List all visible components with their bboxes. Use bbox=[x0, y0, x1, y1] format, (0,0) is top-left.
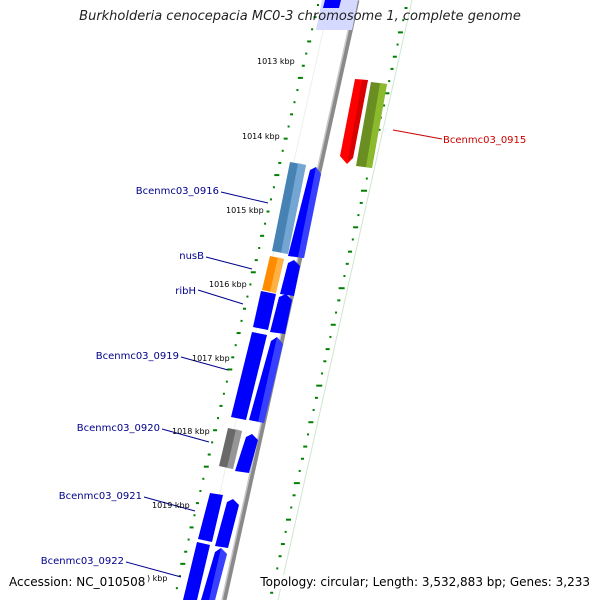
olive-feature-highlight bbox=[366, 83, 387, 168]
gray-feature-highlight bbox=[227, 429, 242, 469]
cds-0916-highlight bbox=[298, 167, 321, 258]
cds-0921-b bbox=[215, 499, 239, 548]
gene-label-0915[interactable]: Bcenmc03_0915 bbox=[443, 135, 526, 146]
gc-track-outline-outer bbox=[277, 0, 413, 600]
gene-label-nusB[interactable]: nusB bbox=[179, 251, 204, 262]
connector-0915 bbox=[392, 129, 443, 140]
cds-0919-highlight bbox=[258, 337, 283, 423]
gene-label-0920[interactable]: Bcenmc03_0920 bbox=[77, 423, 160, 434]
connector-0916 bbox=[220, 191, 269, 204]
tick-label-1019: 1019 kbp bbox=[152, 501, 190, 510]
connector-nusB bbox=[205, 256, 253, 270]
tick-label-1015: 1015 kbp bbox=[226, 206, 264, 215]
gene-label-0916[interactable]: Bcenmc03_0916 bbox=[136, 186, 219, 197]
cds-0920 bbox=[235, 434, 258, 473]
tick-label-1013: 1013 kbp bbox=[257, 57, 295, 66]
tick-label-1020: ) kbp bbox=[147, 574, 167, 583]
cds-0919-a bbox=[231, 332, 267, 420]
gc-skew-marks-inner bbox=[175, 4, 319, 590]
cds-feature-top bbox=[323, 0, 341, 8]
connector-0922 bbox=[125, 561, 182, 578]
tick-label-1018: 1018 kbp bbox=[172, 427, 210, 436]
orange-feature-highlight bbox=[270, 257, 284, 293]
connector-ribH bbox=[197, 289, 244, 305]
cds-nusB bbox=[280, 260, 300, 296]
cds-0921-a bbox=[198, 493, 223, 542]
gene-label-ribH[interactable]: ribH bbox=[175, 286, 196, 297]
accession-text: Accession: NC_010508 bbox=[7, 575, 148, 589]
connector-0920 bbox=[161, 428, 210, 443]
gene-label-0921[interactable]: Bcenmc03_0921 bbox=[59, 491, 142, 502]
gene-label-0922[interactable]: Bcenmc03_0922 bbox=[41, 556, 124, 567]
gene-label-0919[interactable]: Bcenmc03_0919 bbox=[96, 351, 179, 362]
tick-label-1016: 1016 kbp bbox=[209, 280, 247, 289]
cds-0922-highlight bbox=[209, 548, 227, 600]
map-title: Burkholderia cenocepacia MC0-3 chromosom… bbox=[79, 9, 521, 24]
red-feature-shade bbox=[348, 80, 368, 160]
cds-ribH-b bbox=[270, 294, 292, 334]
connector-0921 bbox=[143, 496, 196, 512]
topology-text: Topology: circular; Length: 3,532,883 bp… bbox=[258, 575, 592, 589]
steelblue-feature-highlight bbox=[281, 163, 306, 254]
connector-0919 bbox=[180, 356, 229, 371]
cds-ribH-a bbox=[253, 291, 276, 330]
cds-0922-a bbox=[183, 542, 210, 600]
tick-label-1017: 1017 kbp bbox=[192, 354, 230, 363]
tick-label-1014: 1014 kbp bbox=[242, 132, 280, 141]
